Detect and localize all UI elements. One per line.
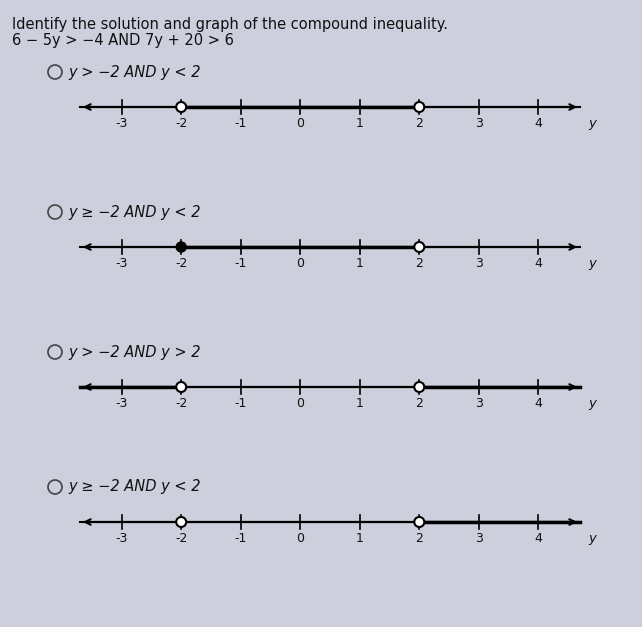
Text: -1: -1 <box>234 257 247 270</box>
Text: 0: 0 <box>296 257 304 270</box>
Circle shape <box>176 517 186 527</box>
Text: 4: 4 <box>534 532 542 545</box>
Text: -3: -3 <box>116 397 128 410</box>
Text: 4: 4 <box>534 397 542 410</box>
Text: y > −2 AND y > 2: y > −2 AND y > 2 <box>68 344 200 359</box>
Text: y > −2 AND y < 2: y > −2 AND y < 2 <box>68 65 200 80</box>
Text: 0: 0 <box>296 532 304 545</box>
Text: 2: 2 <box>415 257 423 270</box>
Text: y: y <box>588 397 596 410</box>
Text: -2: -2 <box>175 117 187 130</box>
Text: 4: 4 <box>534 117 542 130</box>
Text: 2: 2 <box>415 532 423 545</box>
Text: 2: 2 <box>415 397 423 410</box>
Text: -1: -1 <box>234 397 247 410</box>
Text: 1: 1 <box>356 257 364 270</box>
Circle shape <box>176 242 186 252</box>
Text: 0: 0 <box>296 117 304 130</box>
Text: -2: -2 <box>175 532 187 545</box>
Text: 3: 3 <box>475 257 483 270</box>
Text: -3: -3 <box>116 257 128 270</box>
Circle shape <box>414 242 424 252</box>
Text: -1: -1 <box>234 532 247 545</box>
Text: y ≥ −2 AND y < 2: y ≥ −2 AND y < 2 <box>68 480 200 495</box>
Circle shape <box>414 382 424 392</box>
Text: -1: -1 <box>234 117 247 130</box>
Text: 3: 3 <box>475 117 483 130</box>
Text: 1: 1 <box>356 532 364 545</box>
Circle shape <box>414 517 424 527</box>
Text: y: y <box>588 257 596 270</box>
Text: 1: 1 <box>356 117 364 130</box>
Circle shape <box>176 382 186 392</box>
Text: 4: 4 <box>534 257 542 270</box>
Text: -3: -3 <box>116 532 128 545</box>
Text: 3: 3 <box>475 397 483 410</box>
Text: 2: 2 <box>415 117 423 130</box>
Text: 6 − 5y > −4 AND 7y + 20 > 6: 6 − 5y > −4 AND 7y + 20 > 6 <box>12 33 234 48</box>
Text: 0: 0 <box>296 397 304 410</box>
Text: 1: 1 <box>356 397 364 410</box>
Circle shape <box>414 102 424 112</box>
Text: y: y <box>588 117 596 130</box>
Text: Identify the solution and graph of the compound inequality.: Identify the solution and graph of the c… <box>12 17 448 32</box>
Circle shape <box>176 102 186 112</box>
Text: -2: -2 <box>175 257 187 270</box>
Text: 3: 3 <box>475 532 483 545</box>
Text: -3: -3 <box>116 117 128 130</box>
Text: y: y <box>588 532 596 545</box>
Text: -2: -2 <box>175 397 187 410</box>
Text: y ≥ −2 AND y < 2: y ≥ −2 AND y < 2 <box>68 204 200 219</box>
